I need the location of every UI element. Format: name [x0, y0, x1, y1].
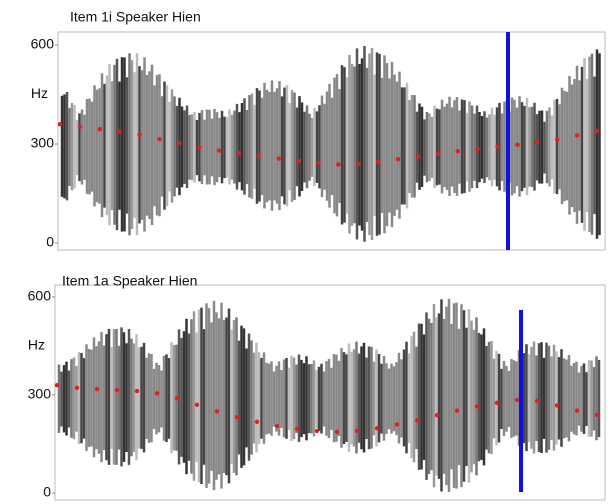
pitch-point	[394, 422, 400, 427]
pitch-point	[236, 151, 242, 156]
y-tick-label: 300	[31, 135, 55, 151]
pitch-point	[117, 129, 122, 134]
pitch-point	[216, 148, 222, 153]
pitch-point	[114, 387, 120, 393]
pitch-point	[54, 383, 60, 388]
pitch-point	[475, 146, 480, 152]
pitch-point	[314, 428, 320, 434]
pitch-point	[194, 402, 200, 407]
pitch-point	[574, 408, 580, 413]
pitch-point	[97, 126, 102, 132]
pitch-point	[316, 160, 321, 166]
pitch-point	[574, 133, 580, 138]
pitch-point	[274, 423, 280, 429]
pitch-point	[336, 162, 341, 167]
pitch-point	[94, 386, 100, 392]
y-tick-label: 600	[28, 288, 52, 304]
y-tick-label: 0	[43, 484, 51, 500]
pitch-point	[214, 409, 220, 414]
chart-title: Item 1i Speaker Hien	[70, 9, 201, 25]
pitch-point	[535, 140, 540, 145]
pitch-point	[374, 426, 380, 431]
pitch-point	[157, 136, 162, 142]
pitch-point	[554, 403, 560, 408]
pitch-point	[74, 385, 80, 391]
pitch-point	[434, 413, 440, 418]
pitch-point	[276, 156, 281, 161]
pitch-point	[256, 153, 262, 159]
y-tick-label: 0	[46, 234, 54, 250]
y-axis-label: Hz	[31, 85, 48, 101]
pitch-point	[435, 151, 441, 157]
pitch-point	[414, 418, 420, 423]
pitch-point	[594, 412, 600, 418]
pitch-point	[234, 415, 240, 420]
pitch-point	[494, 400, 500, 406]
y-tick-label: 300	[28, 386, 52, 402]
pitch-point	[495, 144, 500, 149]
pitch-point	[57, 122, 63, 127]
pitch-point	[134, 388, 140, 394]
pitch-point	[376, 159, 381, 165]
pitch-point	[334, 429, 340, 435]
pitch-point	[514, 397, 520, 403]
pitch-point	[454, 408, 460, 413]
pitch-point	[174, 396, 180, 401]
pitch-point	[455, 149, 460, 154]
pitch-point	[177, 141, 182, 146]
pitch-point	[555, 137, 560, 142]
pitch-point	[197, 145, 202, 150]
pitch-point	[534, 398, 540, 404]
pitch-point	[254, 419, 260, 424]
pitch-point	[356, 161, 361, 166]
pitch-point	[594, 128, 600, 133]
pitch-point	[415, 154, 421, 159]
pitch-point	[395, 156, 401, 162]
y-axis-label: Hz	[28, 337, 45, 353]
pitch-point	[474, 404, 480, 409]
pitch-point	[137, 132, 142, 137]
chart-title: Item 1a Speaker Hien	[62, 273, 197, 289]
pitch-point	[354, 428, 360, 434]
pitch-point	[294, 426, 300, 432]
pitch-point	[154, 391, 160, 396]
pitch-point	[77, 124, 83, 130]
pitch-point	[296, 158, 301, 164]
pitch-point	[515, 142, 520, 147]
y-tick-label: 600	[31, 36, 55, 52]
